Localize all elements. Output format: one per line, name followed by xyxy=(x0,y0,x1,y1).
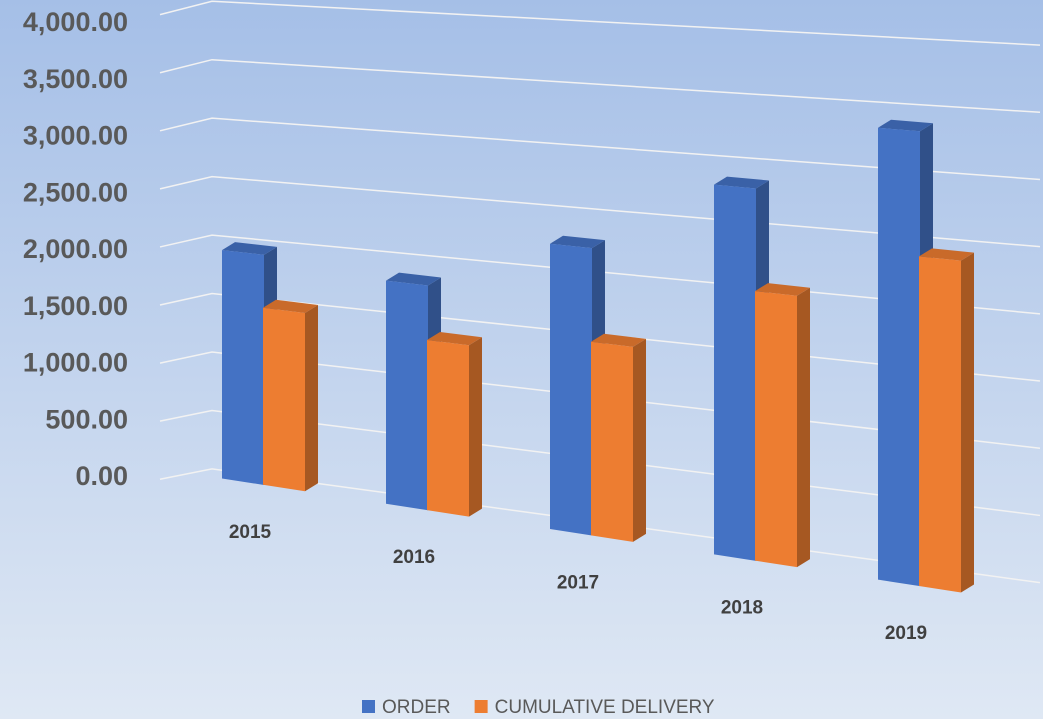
bar xyxy=(427,332,482,517)
legend-label: CUMULATIVE DELIVERY xyxy=(495,697,715,718)
bar xyxy=(263,299,318,492)
y-tick-label: 500.00 xyxy=(45,404,128,434)
y-tick-label: 3,000.00 xyxy=(23,121,128,151)
bar-front xyxy=(714,184,756,561)
bar-top xyxy=(714,176,769,189)
y-tick-label: 1,500.00 xyxy=(23,291,128,321)
y-tick-label: 4,000.00 xyxy=(23,7,128,37)
bar-side xyxy=(469,337,482,517)
bar-top xyxy=(222,242,277,255)
legend-swatch xyxy=(474,700,488,713)
bar-front xyxy=(427,340,469,517)
grid-line xyxy=(159,117,1041,181)
bar-front xyxy=(550,243,592,536)
bar-front xyxy=(755,291,797,568)
bar-top xyxy=(263,299,318,313)
bar-side xyxy=(305,304,318,492)
bar-top xyxy=(591,333,646,347)
bar-front xyxy=(591,341,633,542)
bar-top xyxy=(386,272,441,286)
grid-line xyxy=(159,58,1041,114)
bar xyxy=(591,333,646,542)
legend-swatch xyxy=(362,700,375,713)
grid-line xyxy=(159,0,1041,46)
bar xyxy=(755,283,810,568)
bar-side xyxy=(797,287,810,568)
y-tick-label: 3,500.00 xyxy=(23,64,128,94)
bar-top xyxy=(550,235,605,249)
bar-front xyxy=(919,256,961,593)
y-tick-label: 0.00 xyxy=(75,461,128,491)
y-tick-label: 1,000.00 xyxy=(23,348,128,378)
legend-label: ORDER xyxy=(382,697,451,718)
y-tick-label: 2,500.00 xyxy=(23,177,128,207)
bar-top xyxy=(427,332,482,346)
x-tick-label: 2018 xyxy=(721,598,763,619)
bar-top xyxy=(755,283,810,296)
bar-front xyxy=(386,280,428,511)
x-tick-label: 2019 xyxy=(885,623,927,644)
y-tick-label: 2,000.00 xyxy=(23,234,128,264)
bar-front xyxy=(263,307,305,492)
bar-side xyxy=(961,252,974,593)
bar-front xyxy=(222,250,264,485)
bar-top xyxy=(878,119,933,132)
bar-front xyxy=(878,127,920,587)
bar xyxy=(919,248,974,593)
x-tick-label: 2016 xyxy=(393,547,435,568)
bar-side xyxy=(633,338,646,542)
x-tick-label: 2015 xyxy=(229,522,272,543)
bar-top xyxy=(919,248,974,261)
x-tick-label: 2017 xyxy=(557,572,599,593)
